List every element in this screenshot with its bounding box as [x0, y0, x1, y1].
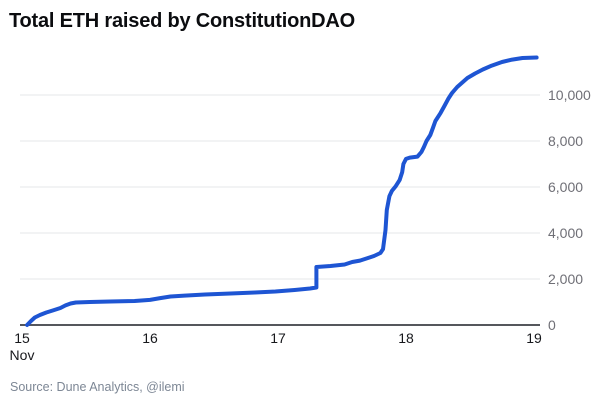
x-axis-tick-label: 19 — [526, 330, 542, 346]
y-axis-tick-label: 6,000 — [548, 179, 583, 195]
chart-title: Total ETH raised by ConstitutionDAO — [9, 10, 355, 32]
x-axis-tick-label: 15 — [14, 330, 30, 346]
line-chart: 0 2,000 4,000 6,000 8,000 10,000 15 16 17 18 19 Nov — [10, 55, 591, 363]
y-axis-tick-label: 10,000 — [548, 87, 591, 103]
x-axis-tick-label: 18 — [398, 330, 414, 346]
y-axis-tick-label: 2,000 — [548, 271, 583, 287]
source-caption: Source: Dune Analytics, @ilemi — [10, 380, 185, 394]
x-axis-month-label: Nov — [10, 347, 35, 363]
x-axis-tick-label: 16 — [142, 330, 158, 346]
y-axis-tick-label: 4,000 — [548, 225, 583, 241]
y-axis-tick-label: 0 — [548, 317, 556, 333]
x-axis-tick-label: 17 — [270, 330, 286, 346]
y-axis-tick-label: 8,000 — [548, 133, 583, 149]
eth-raised-line — [25, 55, 539, 327]
